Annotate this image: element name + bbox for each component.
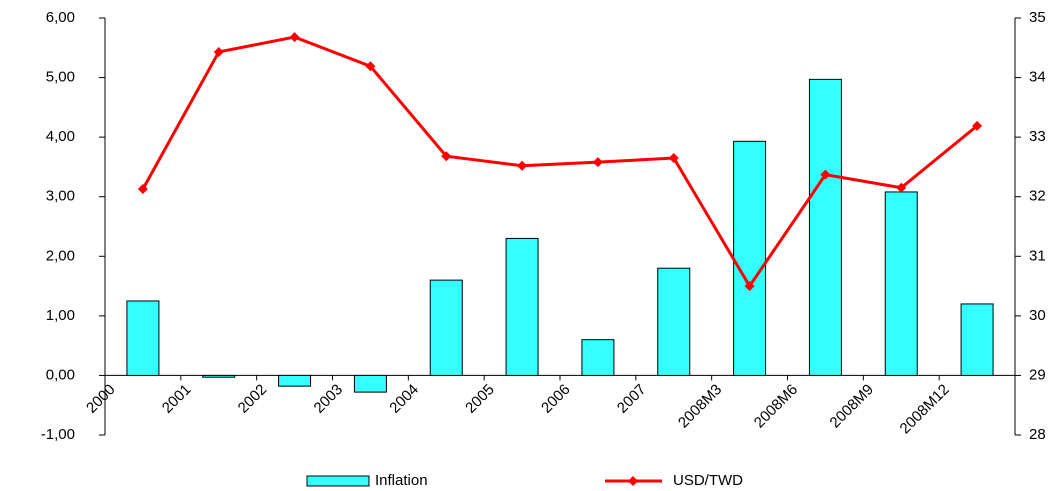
bar bbox=[278, 374, 312, 387]
bar bbox=[353, 374, 387, 393]
x-tick-label: 2008M9 bbox=[827, 381, 877, 431]
y2-tick-label: 28 bbox=[1029, 426, 1046, 443]
marker bbox=[137, 183, 148, 194]
y-tick-label: 4,00 bbox=[46, 128, 75, 145]
bar bbox=[505, 237, 539, 376]
x-tick-label: 2008M3 bbox=[675, 381, 725, 431]
x-tick-label: 2000 bbox=[83, 381, 119, 417]
x-tick-label: 2006 bbox=[538, 381, 574, 417]
legend-label: Inflation bbox=[375, 472, 428, 489]
marker bbox=[289, 32, 300, 43]
marker bbox=[972, 120, 983, 131]
y-tick-label: 2,00 bbox=[46, 247, 75, 264]
x-tick-label: 2008M12 bbox=[897, 381, 953, 437]
marker bbox=[744, 281, 755, 292]
y2-tick-label: 35 bbox=[1029, 9, 1046, 26]
bar bbox=[733, 140, 767, 376]
y2-tick-label: 33 bbox=[1029, 128, 1046, 145]
marker bbox=[896, 182, 907, 193]
marker bbox=[365, 61, 376, 72]
marker bbox=[441, 151, 452, 162]
marker bbox=[668, 152, 679, 163]
y2-tick-label: 30 bbox=[1029, 307, 1046, 324]
x-tick-label: 2002 bbox=[235, 381, 271, 417]
x-tick-label: 2004 bbox=[386, 381, 422, 417]
line bbox=[141, 35, 979, 289]
y2-tick-label: 29 bbox=[1029, 366, 1046, 383]
y-tick-label: 6,00 bbox=[46, 9, 75, 26]
bar bbox=[202, 374, 236, 378]
x-tick-label: 2003 bbox=[311, 381, 347, 417]
bar bbox=[581, 339, 615, 376]
x-tick-label: 2008M6 bbox=[751, 381, 801, 431]
x-tick-label: 2001 bbox=[159, 381, 195, 417]
y-tick-label: 1,00 bbox=[46, 307, 75, 324]
bar bbox=[126, 300, 160, 376]
y-tick-label: -1,00 bbox=[41, 426, 75, 443]
marker bbox=[820, 169, 831, 180]
bar bbox=[429, 279, 463, 376]
marker bbox=[592, 157, 603, 168]
bar bbox=[808, 78, 842, 376]
y2-tick-label: 31 bbox=[1029, 247, 1046, 264]
legend-marker bbox=[628, 476, 638, 486]
y-tick-label: 0,00 bbox=[46, 366, 75, 383]
y2-tick-label: 32 bbox=[1029, 188, 1046, 205]
y2-tick-label: 34 bbox=[1029, 69, 1046, 86]
x-tick-label: 2005 bbox=[462, 381, 498, 417]
legend-swatch bbox=[306, 475, 370, 487]
marker bbox=[213, 46, 224, 57]
marker bbox=[517, 160, 528, 171]
bar bbox=[657, 267, 691, 376]
bar bbox=[884, 191, 918, 376]
y-tick-label: 3,00 bbox=[46, 188, 75, 205]
y-tick-label: 5,00 bbox=[46, 69, 75, 86]
bar bbox=[960, 303, 994, 376]
legend-label: USD/TWD bbox=[673, 472, 743, 489]
x-tick-label: 2007 bbox=[614, 381, 650, 417]
